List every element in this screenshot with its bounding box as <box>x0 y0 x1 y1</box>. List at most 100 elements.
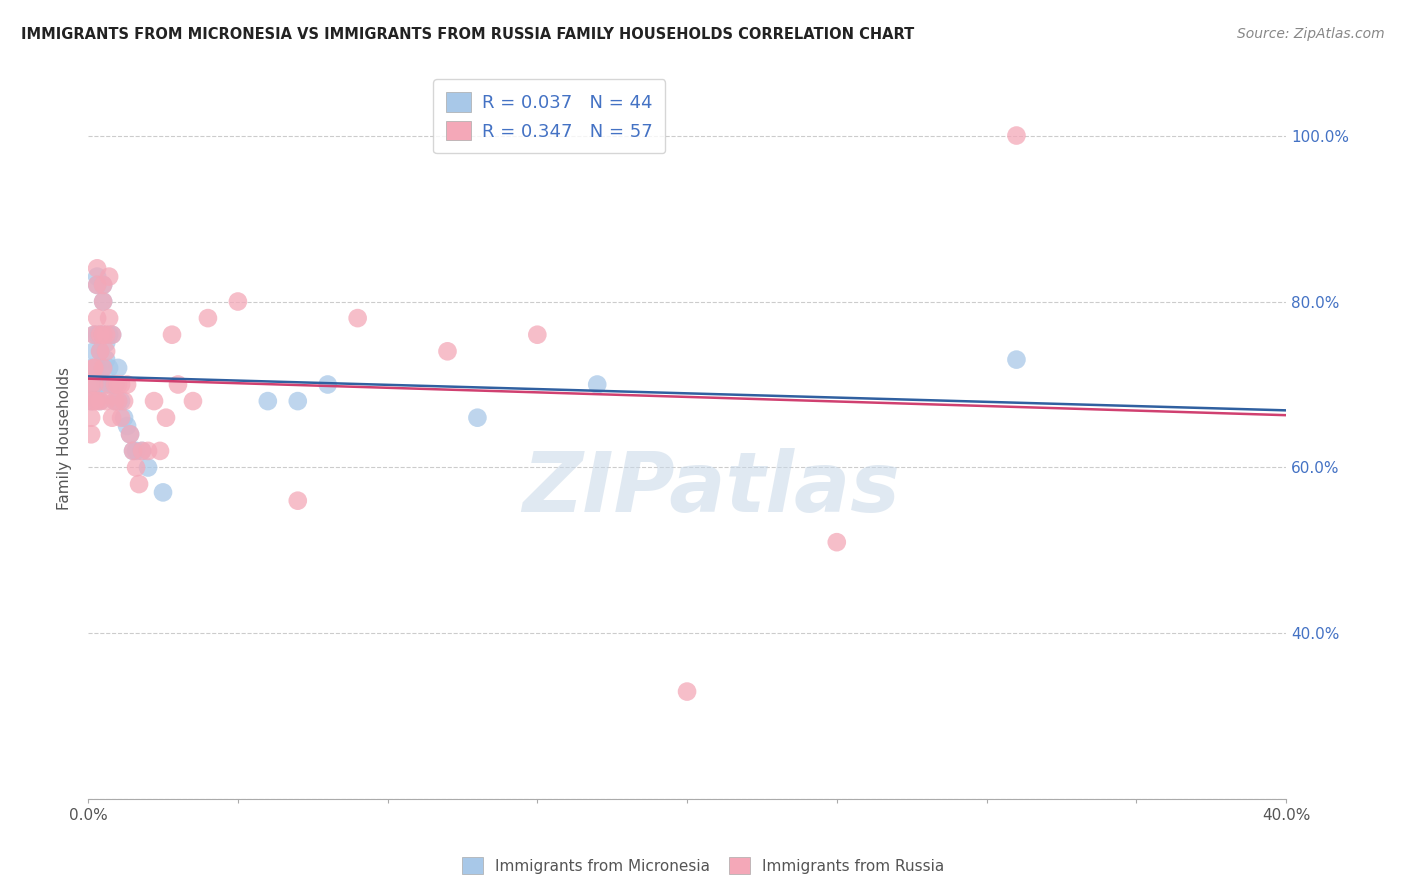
Point <box>86 277 108 292</box>
Point <box>181 394 204 409</box>
Point <box>80 394 103 409</box>
Point <box>115 377 138 392</box>
Point <box>155 410 177 425</box>
Point <box>149 443 172 458</box>
Legend: Immigrants from Micronesia, Immigrants from Russia: Immigrants from Micronesia, Immigrants f… <box>456 851 950 880</box>
Point <box>112 394 135 409</box>
Point <box>1005 352 1028 367</box>
Point <box>89 377 111 392</box>
Point <box>104 377 127 392</box>
Point <box>86 277 108 292</box>
Point <box>91 294 114 309</box>
Point <box>89 394 111 409</box>
Point <box>98 269 121 284</box>
Point <box>83 360 105 375</box>
Point <box>98 327 121 342</box>
Point <box>83 344 105 359</box>
Point <box>110 394 132 409</box>
Point <box>131 443 153 458</box>
Point <box>104 394 127 409</box>
Point <box>287 394 309 409</box>
Point <box>98 360 121 375</box>
Y-axis label: Family Households: Family Households <box>58 367 72 510</box>
Point <box>91 327 114 342</box>
Point <box>86 261 108 276</box>
Point <box>143 394 166 409</box>
Point <box>80 427 103 442</box>
Point <box>89 327 111 342</box>
Point <box>115 419 138 434</box>
Point <box>89 327 111 342</box>
Point <box>125 460 148 475</box>
Point <box>346 311 368 326</box>
Point <box>256 394 278 409</box>
Point <box>91 294 114 309</box>
Point <box>226 294 249 309</box>
Point <box>825 535 848 549</box>
Point <box>98 377 121 392</box>
Point <box>80 394 103 409</box>
Point <box>104 377 127 392</box>
Point <box>80 377 103 392</box>
Point <box>101 327 124 342</box>
Point <box>467 410 489 425</box>
Point <box>107 394 129 409</box>
Point <box>122 443 145 458</box>
Point <box>101 410 124 425</box>
Point <box>101 377 124 392</box>
Point <box>89 344 111 359</box>
Point <box>91 360 114 375</box>
Point <box>80 377 103 392</box>
Point <box>152 485 174 500</box>
Point <box>107 394 129 409</box>
Point <box>1005 128 1028 143</box>
Point <box>86 394 108 409</box>
Point <box>131 443 153 458</box>
Point <box>104 394 127 409</box>
Point <box>94 327 117 342</box>
Point <box>83 394 105 409</box>
Point <box>128 477 150 491</box>
Point <box>83 377 105 392</box>
Point <box>89 394 111 409</box>
Point <box>125 443 148 458</box>
Point <box>94 344 117 359</box>
Point <box>101 327 124 342</box>
Point <box>136 443 159 458</box>
Point <box>80 410 103 425</box>
Point <box>107 377 129 392</box>
Point <box>86 311 108 326</box>
Point <box>107 360 129 375</box>
Point <box>676 684 699 698</box>
Point <box>91 360 114 375</box>
Point <box>526 327 548 342</box>
Point <box>120 427 142 442</box>
Point <box>110 410 132 425</box>
Point <box>197 311 219 326</box>
Point <box>110 377 132 392</box>
Point <box>316 377 339 392</box>
Point <box>436 344 458 359</box>
Legend: R = 0.037   N = 44, R = 0.347   N = 57: R = 0.037 N = 44, R = 0.347 N = 57 <box>433 79 665 153</box>
Point <box>86 327 108 342</box>
Point <box>112 410 135 425</box>
Point <box>80 360 103 375</box>
Point <box>89 344 111 359</box>
Point <box>83 327 105 342</box>
Point <box>122 443 145 458</box>
Point <box>86 269 108 284</box>
Text: ZIPatlas: ZIPatlas <box>522 449 900 530</box>
Text: Source: ZipAtlas.com: Source: ZipAtlas.com <box>1237 27 1385 41</box>
Point <box>98 311 121 326</box>
Point <box>94 394 117 409</box>
Point <box>136 460 159 475</box>
Point <box>120 427 142 442</box>
Point <box>94 336 117 351</box>
Point <box>83 360 105 375</box>
Point <box>94 352 117 367</box>
Text: IMMIGRANTS FROM MICRONESIA VS IMMIGRANTS FROM RUSSIA FAMILY HOUSEHOLDS CORRELATI: IMMIGRANTS FROM MICRONESIA VS IMMIGRANTS… <box>21 27 914 42</box>
Point <box>586 377 609 392</box>
Point <box>91 327 114 342</box>
Point <box>94 377 117 392</box>
Point <box>287 493 309 508</box>
